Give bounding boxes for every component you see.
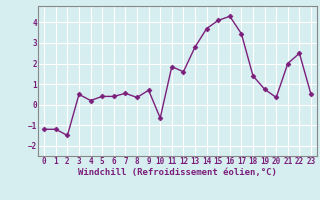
X-axis label: Windchill (Refroidissement éolien,°C): Windchill (Refroidissement éolien,°C) [78, 168, 277, 177]
